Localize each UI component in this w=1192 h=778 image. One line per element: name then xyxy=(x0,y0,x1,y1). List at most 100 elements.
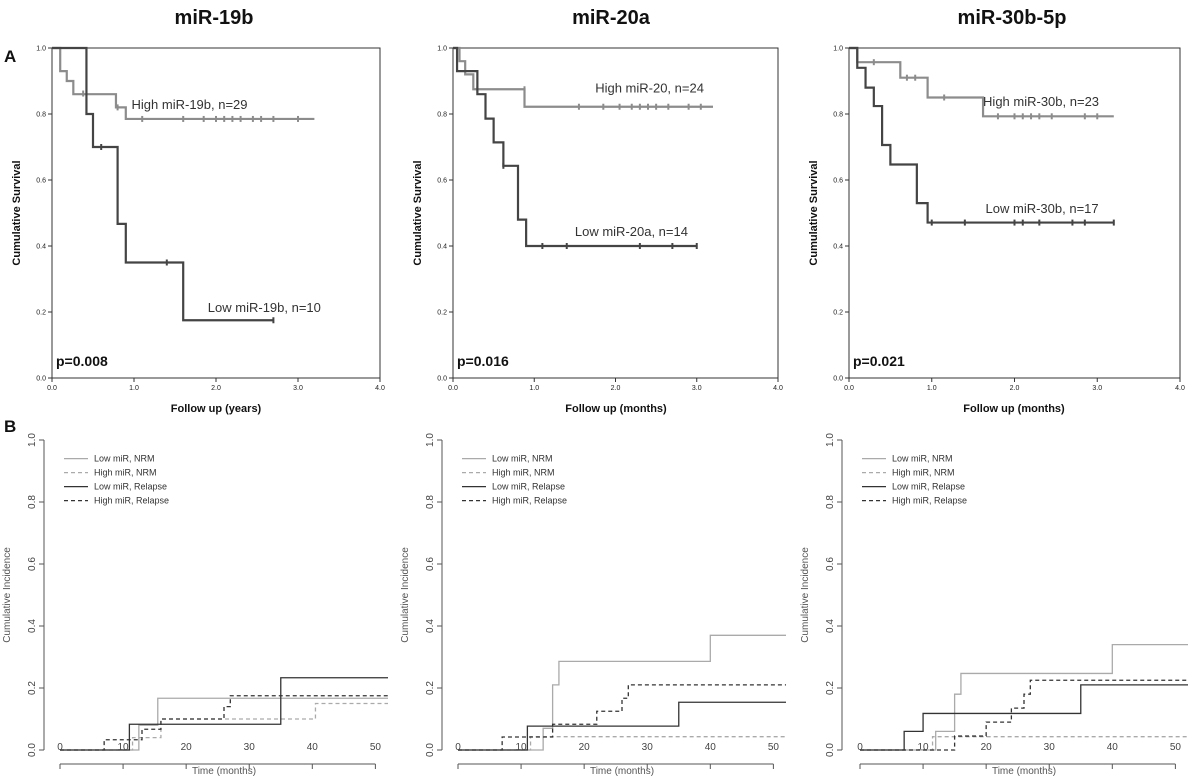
panel-label-a: A xyxy=(4,47,16,66)
survival-step-line xyxy=(453,46,697,248)
y-axis-title: Cumulative Incidence xyxy=(800,547,811,643)
ci-chart-3: 0.0 0.2 0.4 0.6 0.8 1.0 0 10 20 30 40 50 Time (month… xyxy=(800,433,1188,777)
p-value: p=0.021 xyxy=(853,353,905,369)
km-chart-2: 0.0 0.2 0.4 0.6 0.8 1.0 0.0 1.0 2.0 3.0 4.0 Follow … xyxy=(412,46,783,416)
x-tick-label: 20 xyxy=(579,742,591,753)
x-tick-label: 0.0 xyxy=(47,385,57,392)
series-label: High miR-30b, n=23 xyxy=(983,94,1099,109)
y-tick-label: 0.2 xyxy=(825,681,836,695)
y-tick-label: 0.6 xyxy=(36,178,46,185)
incidence-step-line xyxy=(60,695,388,751)
incidence-step-line xyxy=(458,684,786,751)
incidence-step-line xyxy=(860,684,1188,751)
y-tick-label: 0.4 xyxy=(825,619,836,633)
series-low-mir-30b: Low miR-30b, n=17 xyxy=(849,46,1115,226)
series-label: High miR-19b, n=29 xyxy=(132,97,248,112)
series-high-mir-relapse xyxy=(60,695,388,751)
y-tick-label: 0.4 xyxy=(36,244,46,251)
y-tick-label: 0.8 xyxy=(825,495,836,509)
legend-label: Low miR, NRM xyxy=(492,454,553,464)
legend: Low miR, NRM High miR, NRM Low miR, Relaps… xyxy=(862,454,967,506)
y-tick-label: 0.4 xyxy=(833,244,843,251)
series-high-mir-relapse xyxy=(458,684,786,751)
y-tick-label: 0.8 xyxy=(833,112,843,119)
series-label: High miR-20, n=24 xyxy=(595,81,704,96)
y-tick-label: 0.8 xyxy=(437,112,447,119)
incidence-step-line xyxy=(860,679,1188,751)
x-tick-label: 30 xyxy=(642,742,654,753)
legend-label: High miR, Relapse xyxy=(94,496,169,506)
y-tick-label: 0.2 xyxy=(437,310,447,317)
incidence-step-line xyxy=(458,701,786,751)
p-value: p=0.016 xyxy=(457,353,509,369)
series-low-mir-nrm xyxy=(860,643,1188,751)
x-axis-title: Follow up (months) xyxy=(963,403,1065,415)
y-tick-label: 0.0 xyxy=(36,376,46,383)
y-tick-label: 1.0 xyxy=(437,46,447,53)
x-tick-label: 0 xyxy=(57,742,63,753)
legend: Low miR, NRM High miR, NRM Low miR, Relaps… xyxy=(462,454,567,506)
x-tick-label: 30 xyxy=(1044,742,1056,753)
y-axis-title: Cumulative Survival xyxy=(808,160,820,265)
y-axis-title: Cumulative Incidence xyxy=(400,547,411,643)
y-tick-label: 0.0 xyxy=(833,376,843,383)
x-tick-label: 10 xyxy=(918,742,930,753)
legend-label: Low miR, NRM xyxy=(892,454,953,464)
series-low-mir-19b: Low miR-19b, n=10 xyxy=(52,46,321,324)
y-tick-label: 0.4 xyxy=(27,619,38,633)
x-tick-label: 1.0 xyxy=(529,385,539,392)
x-tick-label: 40 xyxy=(1107,742,1119,753)
x-tick-label: 0.0 xyxy=(844,385,854,392)
x-tick-label: 1.0 xyxy=(129,385,139,392)
y-axis-title: Cumulative Incidence xyxy=(2,547,13,643)
x-tick-label: 30 xyxy=(244,742,256,753)
x-tick-label: 50 xyxy=(370,742,382,753)
legend-label: High miR, NRM xyxy=(892,468,955,478)
y-tick-label: 0.8 xyxy=(27,495,38,509)
incidence-step-line xyxy=(60,697,388,751)
y-tick-label: 0.6 xyxy=(425,557,436,571)
x-tick-label: 3.0 xyxy=(692,385,702,392)
y-tick-label: 1.0 xyxy=(425,433,436,447)
x-tick-label: 4.0 xyxy=(1175,385,1185,392)
y-tick-label: 0.8 xyxy=(36,112,46,119)
ci-chart-1: 0.0 0.2 0.4 0.6 0.8 1.0 0 10 20 30 40 50 Time (month… xyxy=(2,433,388,777)
y-tick-label: 1.0 xyxy=(833,46,843,53)
x-tick-label: 4.0 xyxy=(375,385,385,392)
legend-label: Low miR, Relapse xyxy=(892,482,965,492)
x-tick-label: 50 xyxy=(768,742,780,753)
y-tick-label: 0.6 xyxy=(437,178,447,185)
y-tick-label: 0.4 xyxy=(437,244,447,251)
p-value: p=0.008 xyxy=(56,353,108,369)
legend-label: High miR, NRM xyxy=(492,468,555,478)
y-tick-label: 0.6 xyxy=(833,178,843,185)
legend-label: High miR, Relapse xyxy=(492,496,567,506)
series-label: Low miR-20a, n=14 xyxy=(575,224,688,239)
x-tick-label: 10 xyxy=(516,742,528,753)
y-tick-label: 0.0 xyxy=(27,743,38,757)
x-axis-title: Time (months) xyxy=(192,766,256,777)
x-tick-label: 3.0 xyxy=(293,385,303,392)
x-tick-label: 2.0 xyxy=(611,385,621,392)
legend-label: High miR, Relapse xyxy=(892,496,967,506)
legend-label: Low miR, Relapse xyxy=(94,482,167,492)
column-title-mir-30b-5p: miR-30b-5p xyxy=(958,7,1067,29)
series-low-mir-20a: Low miR-20a, n=14 xyxy=(453,46,698,249)
x-tick-label: 10 xyxy=(118,742,130,753)
series-high-mir-19b: High miR-19b, n=29 xyxy=(52,46,315,122)
incidence-step-line xyxy=(860,643,1188,751)
x-tick-label: 20 xyxy=(181,742,193,753)
x-tick-label: 40 xyxy=(307,742,319,753)
x-tick-label: 50 xyxy=(1170,742,1182,753)
column-title-mir-20a: miR-20a xyxy=(572,7,651,29)
survival-step-line xyxy=(52,46,315,121)
series-low-mir-nrm xyxy=(60,697,388,751)
km-chart-1: 0.0 0.2 0.4 0.6 0.8 1.0 0.0 1.0 2.0 3.0 4.0 Follow … xyxy=(11,46,385,416)
ci-chart-2: 0.0 0.2 0.4 0.6 0.8 1.0 0 10 20 30 40 50 Time (month… xyxy=(400,433,786,777)
x-axis-title: Follow up (years) xyxy=(171,403,262,415)
legend-label: High miR, NRM xyxy=(94,468,157,478)
series-high-mir-20: High miR-20, n=24 xyxy=(453,46,713,110)
y-tick-label: 0.0 xyxy=(437,376,447,383)
